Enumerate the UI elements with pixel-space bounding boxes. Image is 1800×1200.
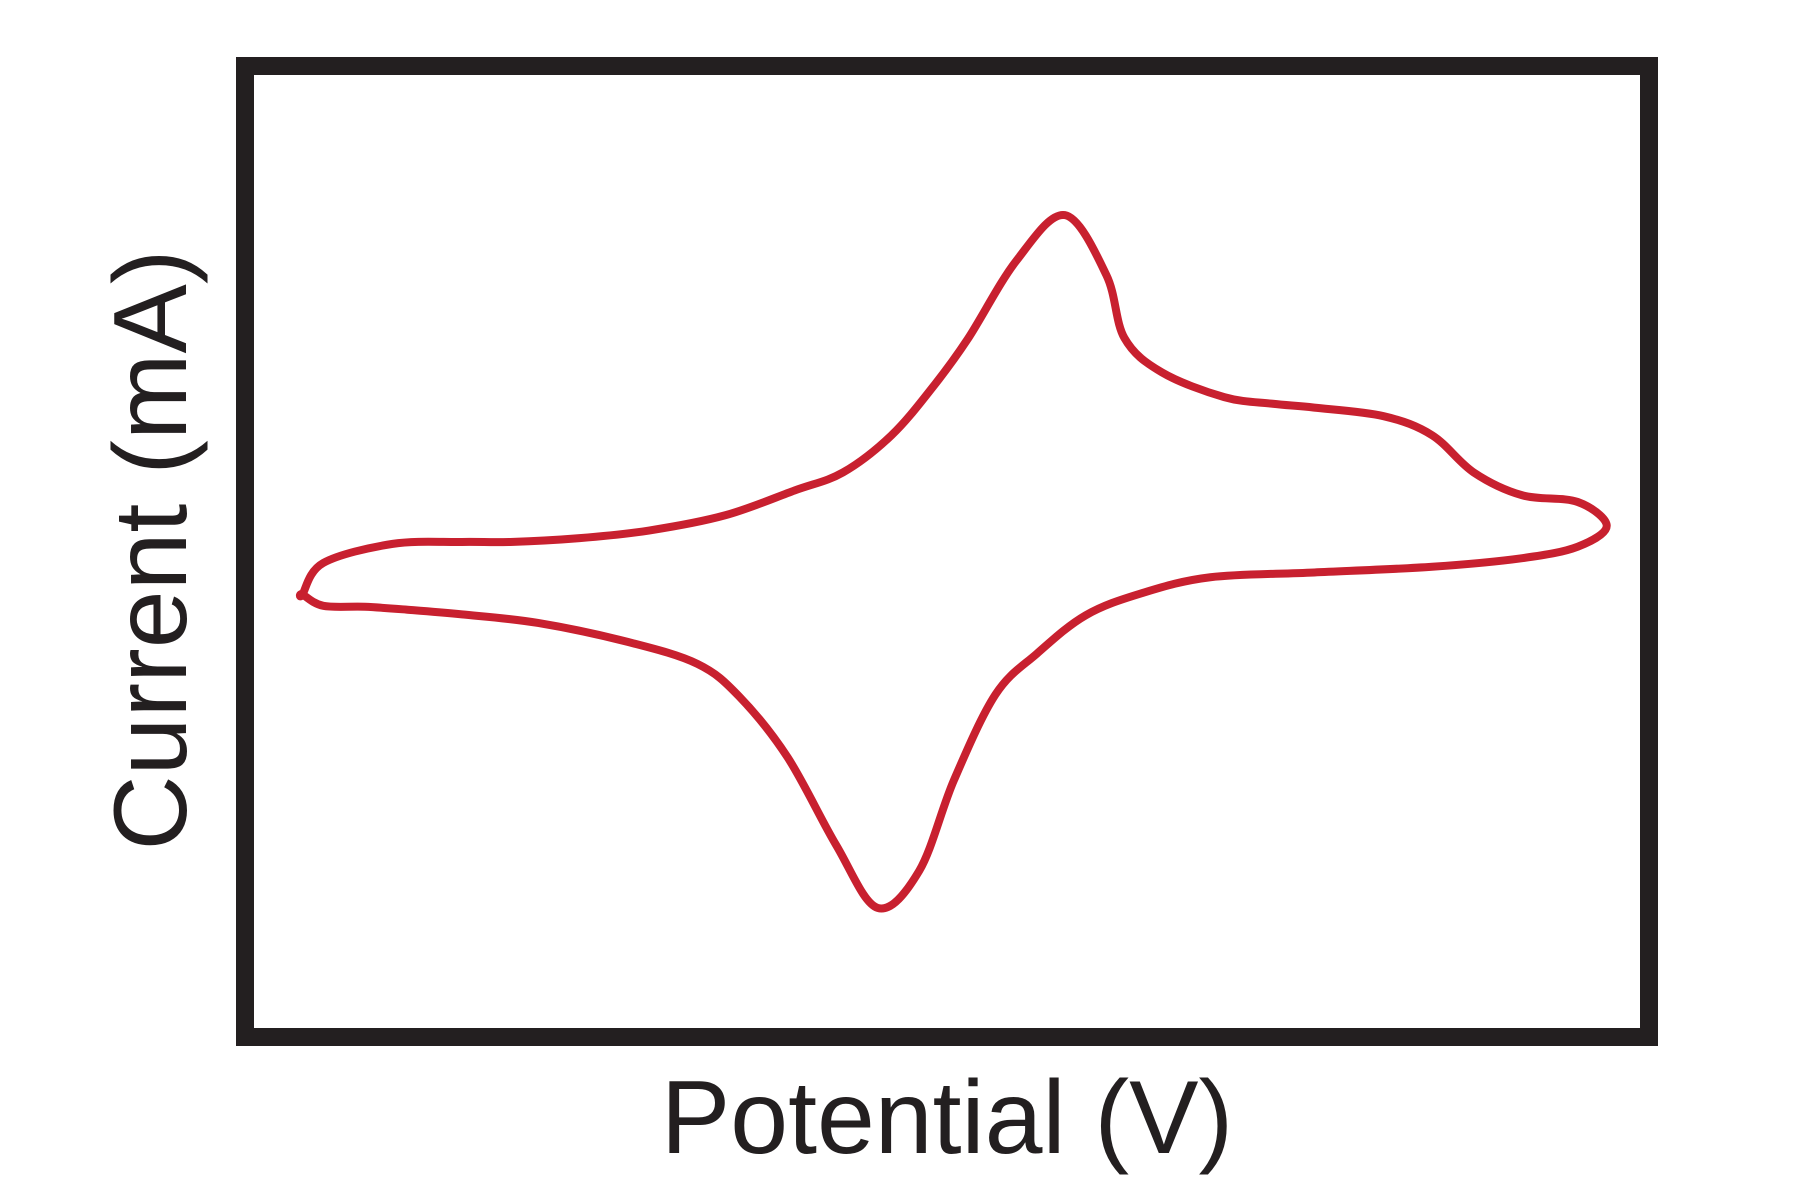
plot-frame <box>236 57 1658 1046</box>
x-axis-label: Potential (V) <box>661 1060 1233 1176</box>
y-axis-label: Current (mA) <box>93 250 209 851</box>
voltammogram-curve <box>296 211 1611 913</box>
